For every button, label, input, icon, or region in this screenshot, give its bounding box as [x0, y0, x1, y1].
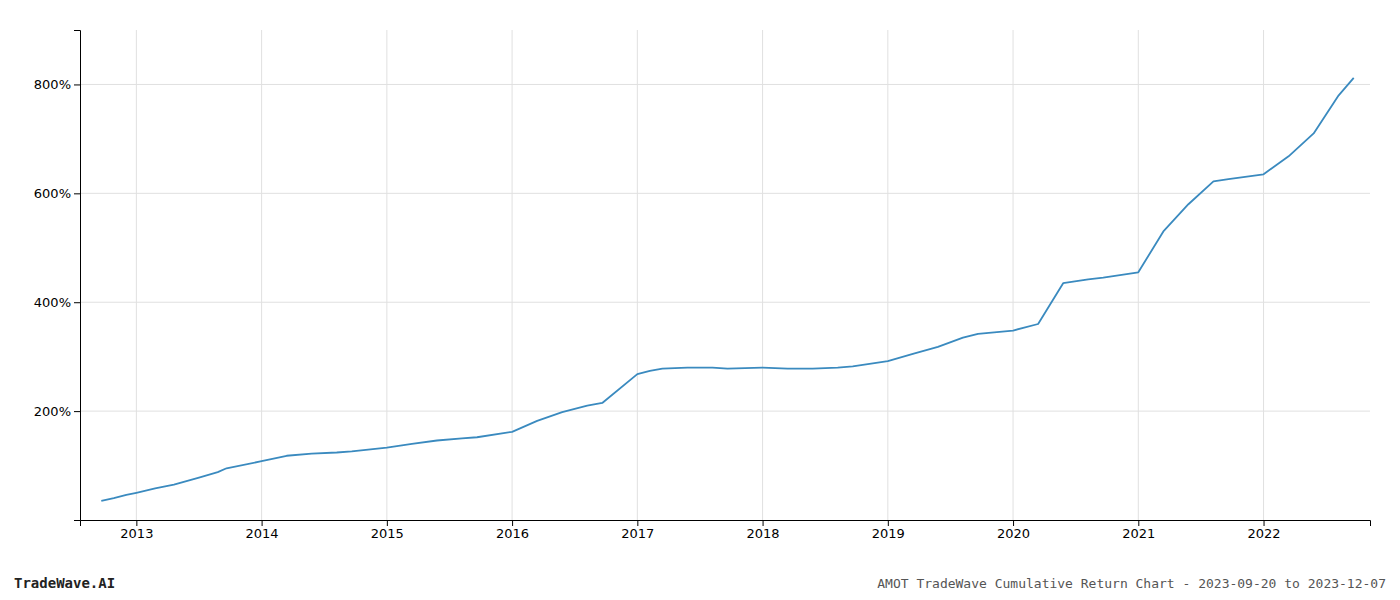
tick-mark [74, 302, 80, 303]
tick: 2020 [997, 520, 1030, 541]
tick: 2021 [1122, 520, 1155, 541]
grid-line [136, 30, 137, 520]
grid [80, 30, 1370, 520]
tick-label: 600% [34, 186, 71, 201]
tick-mark [1138, 520, 1139, 526]
tick-mark [888, 520, 889, 526]
x-axis: 2013 2014 2015 2016 2017 2018 2019 2020 2021 2022 [81, 520, 1371, 541]
grid-line [80, 411, 1370, 412]
tick-label: 2016 [496, 526, 529, 541]
grid-line [637, 30, 638, 520]
tick-mark [74, 411, 80, 412]
tick: 400% [34, 295, 80, 310]
grid-line [386, 30, 387, 520]
line [101, 78, 1353, 501]
y-axis: 200% 400% 600% 800% [34, 31, 81, 521]
tick-label: 2020 [997, 526, 1030, 541]
grid-line [1013, 30, 1014, 520]
marks [101, 78, 1353, 501]
tick-label: 2018 [747, 526, 780, 541]
tick: 200% [34, 404, 80, 419]
grid-line [1263, 30, 1264, 520]
grid-line [261, 30, 262, 520]
watermark: TradeWave.AI [14, 575, 115, 591]
axis-line [81, 521, 1371, 527]
tick-label: 800% [34, 77, 71, 92]
title: AMOT TradeWave Cumulative Return Chart -… [877, 576, 1386, 591]
tick-mark [74, 84, 80, 85]
tick-label: 2022 [1247, 526, 1280, 541]
tick-mark [512, 520, 513, 526]
tick: 800% [34, 77, 80, 92]
tick-label: 200% [34, 404, 71, 419]
tick: 600% [34, 186, 80, 201]
grid-line [512, 30, 513, 520]
tick: 2022 [1247, 520, 1280, 541]
grid-line [762, 30, 763, 520]
tick: 2018 [747, 520, 780, 541]
plot: 2013 2014 2015 2016 2017 2018 2019 2020 2021 2022… [34, 30, 1371, 541]
tick-mark [387, 520, 388, 526]
tick-label: 400% [34, 295, 71, 310]
tick-mark [262, 520, 263, 526]
tick-mark [74, 193, 80, 194]
tick-mark [763, 520, 764, 526]
tick-mark [637, 520, 638, 526]
tick: 2013 [120, 520, 153, 541]
tick-label: 2013 [120, 526, 153, 541]
tick-mark [1264, 520, 1265, 526]
tick-label: 2014 [246, 526, 279, 541]
tick: 2016 [496, 520, 529, 541]
grid-line [80, 84, 1370, 85]
grid-line [1138, 30, 1139, 520]
tick: 2019 [872, 520, 905, 541]
chart: 2013 2014 2015 2016 2017 2018 2019 2020 2021 2022… [0, 0, 1400, 600]
tick-mark [1013, 520, 1014, 526]
tick-mark [136, 520, 137, 526]
grid-line [80, 302, 1370, 303]
tick: 2014 [246, 520, 279, 541]
tick-label: 2017 [621, 526, 654, 541]
axis-line [74, 31, 81, 521]
tick-label: 2021 [1122, 526, 1155, 541]
tick: 2017 [621, 520, 654, 541]
tick: 2015 [371, 520, 404, 541]
grid-line [887, 30, 888, 520]
tick-label: 2015 [371, 526, 404, 541]
tick-label: 2019 [872, 526, 905, 541]
grid-line [80, 193, 1370, 194]
